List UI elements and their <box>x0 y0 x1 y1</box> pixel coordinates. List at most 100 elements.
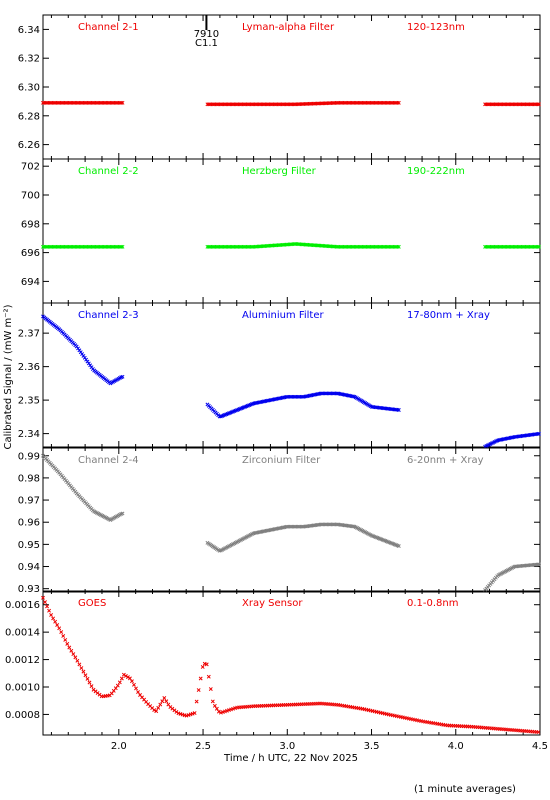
panel-band-label: 6-20nm + Xray <box>407 455 484 466</box>
panel-frame <box>42 447 541 593</box>
y-tick-label: 2.34 <box>18 429 40 440</box>
data-point <box>71 652 76 657</box>
panel-band-label: 17-80nm + Xray <box>407 310 490 321</box>
data-point <box>63 637 68 642</box>
data-point <box>120 374 125 379</box>
data-point <box>85 676 90 681</box>
data-point <box>192 711 197 716</box>
data-point <box>130 679 134 684</box>
data-point <box>134 686 138 691</box>
x-tick-label: 2.0 <box>111 741 127 752</box>
data-point <box>120 244 125 249</box>
data-point <box>77 662 82 667</box>
data-point <box>43 600 47 605</box>
x-tick-label: 2.5 <box>195 741 211 752</box>
panel-band-label: 120-123nm <box>407 22 465 33</box>
panel-frame <box>42 590 541 736</box>
data-point <box>210 699 215 704</box>
y-tick-label: 0.0008 <box>5 710 40 721</box>
data-point <box>396 244 401 249</box>
panel-channel-label: Channel 2-1 <box>78 22 139 33</box>
data-point <box>119 100 124 105</box>
panel-goes: 0.0008 0.0010 0.0012 0.0014 0.0016 GOES Xray S… <box>5 590 541 736</box>
panel-band-label: 0.1-0.8nm <box>407 598 459 609</box>
data-point <box>206 674 211 679</box>
data-point <box>127 676 132 681</box>
data-point <box>47 608 52 613</box>
data-point <box>81 669 86 674</box>
data-point <box>194 699 199 704</box>
data-point <box>67 645 72 650</box>
series-points <box>41 242 541 249</box>
data-point <box>53 619 58 624</box>
data-point <box>125 675 130 680</box>
data-point <box>395 244 400 249</box>
series-points <box>41 314 541 449</box>
data-point <box>152 708 157 712</box>
x-tick-label: 3.5 <box>364 741 380 752</box>
panel-frame <box>42 14 541 160</box>
panel-filter-label: Lyman-alpha Filter <box>242 22 335 33</box>
data-point <box>89 684 94 689</box>
data-point <box>196 688 201 692</box>
data-point <box>117 680 122 685</box>
data-point <box>214 706 219 711</box>
data-point <box>120 100 125 105</box>
data-point <box>61 634 66 638</box>
data-point <box>120 511 125 516</box>
data-point <box>208 687 213 692</box>
panel-channel-label: Channel 2-2 <box>78 166 139 177</box>
y-tick-label: 2.37 <box>18 329 40 340</box>
data-point <box>123 673 128 678</box>
data-point <box>79 666 84 670</box>
y-tick-label: 2.36 <box>18 362 40 373</box>
data-point <box>87 680 92 685</box>
y-tick-label: 0.0014 <box>5 628 40 639</box>
y-tick-label: 0.0016 <box>5 600 40 611</box>
data-point <box>65 641 70 646</box>
data-point <box>41 595 45 600</box>
data-point <box>136 690 140 695</box>
x-tick-label: 3.0 <box>279 741 295 752</box>
panel-filter-label: Xray Sensor <box>242 598 303 609</box>
data-point <box>119 676 124 681</box>
panel-filter-label: Herzberg Filter <box>242 166 317 177</box>
panel-ch2-4: 0.93 0.94 0.95 0.96 0.97 0.98 0.99 Channel 2-4 Z… <box>18 447 541 595</box>
data-point <box>158 702 163 707</box>
y-tick-label: 0.95 <box>18 540 40 551</box>
event-marker-label: C1.1 <box>195 38 218 49</box>
data-point <box>204 662 209 667</box>
panel-ch2-1: 6.26 6.28 6.30 6.32 6.34 Channel 2-1 Lyman-alp… <box>18 14 541 160</box>
data-point <box>69 648 74 653</box>
y-tick-label: 700 <box>21 191 40 202</box>
data-point <box>45 604 49 609</box>
y-axis-title: Calibrated Signal / (mW m⁻²) <box>3 304 14 449</box>
y-tick-label: 0.93 <box>18 584 40 595</box>
panel-frame <box>42 302 541 448</box>
data-point <box>216 709 221 714</box>
data-point <box>395 100 400 105</box>
x-tick-label: 4.0 <box>448 741 464 752</box>
y-tick-label: 0.0010 <box>5 683 40 694</box>
x-axis-title: Time / h UTC, 22 Nov 2025 <box>223 753 358 764</box>
y-tick-label: 696 <box>21 248 40 259</box>
panel-ch2-3: 2.34 2.35 2.36 2.37 Channel 2-3 Aluminium Fil… <box>18 302 541 449</box>
data-point <box>59 630 64 634</box>
series-points <box>41 595 541 735</box>
data-point <box>537 102 541 107</box>
y-tick-label: 702 <box>21 162 40 173</box>
data-point <box>57 626 62 631</box>
data-point <box>75 658 80 663</box>
y-tick-label: 0.96 <box>18 518 40 529</box>
data-point <box>115 683 120 688</box>
data-point <box>537 562 541 567</box>
data-point <box>396 544 401 549</box>
data-point <box>396 408 401 412</box>
data-point <box>83 673 88 678</box>
data-point <box>396 100 401 105</box>
data-point <box>132 682 136 687</box>
y-tick-label: 0.98 <box>18 473 40 484</box>
panel-band-label: 190-222nm <box>407 166 465 177</box>
data-point <box>535 102 540 107</box>
